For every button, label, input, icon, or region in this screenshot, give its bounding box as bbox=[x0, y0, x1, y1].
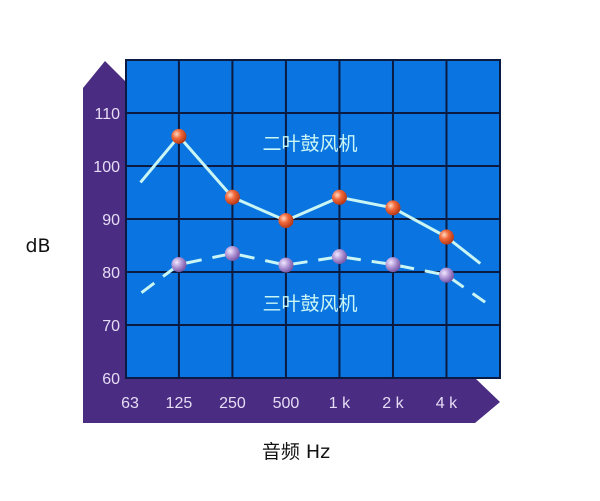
y-tick-label: 70 bbox=[102, 318, 120, 335]
x-tick-label: 125 bbox=[166, 395, 193, 412]
data-point bbox=[438, 229, 454, 245]
data-point bbox=[171, 257, 187, 273]
y-tick-label: 110 bbox=[94, 106, 120, 123]
x-tick-label: 1 k bbox=[329, 395, 351, 412]
y-axis-arrow-band bbox=[83, 61, 126, 423]
x-tick-label: 4 k bbox=[436, 395, 458, 412]
y-axis-label: dB bbox=[25, 235, 50, 257]
data-point bbox=[171, 128, 187, 144]
y-tick-label: 80 bbox=[102, 265, 120, 282]
y-tick-label: 60 bbox=[102, 371, 120, 388]
series-line-1 bbox=[139, 134, 482, 265]
x-axis-arrow-band bbox=[83, 378, 500, 423]
x-tick-label: 250 bbox=[219, 395, 246, 412]
x-tick-labels: 63 125 250 500 1 k 2 k 4 k bbox=[121, 395, 458, 412]
y-tick-labels: 60 70 80 90 100 110 bbox=[93, 106, 120, 388]
data-point bbox=[385, 257, 401, 273]
data-point bbox=[278, 213, 294, 229]
y-tick-label: 90 bbox=[102, 212, 120, 229]
data-point bbox=[331, 189, 347, 205]
series-label-two-lobe: 二叶鼓风机 bbox=[262, 133, 357, 155]
data-point bbox=[438, 267, 454, 283]
data-point bbox=[385, 200, 401, 216]
data-point bbox=[331, 249, 347, 265]
series-label-three-lobe: 三叶鼓风机 bbox=[262, 293, 357, 315]
x-axis-label: 音频 Hz bbox=[262, 441, 330, 463]
x-tick-label: 63 bbox=[121, 395, 139, 412]
series-line-2 bbox=[140, 251, 486, 304]
series-markers bbox=[171, 128, 454, 283]
data-point bbox=[224, 245, 240, 261]
x-tick-label: 500 bbox=[273, 395, 300, 412]
data-point bbox=[224, 189, 240, 205]
y-tick-label: 100 bbox=[93, 159, 120, 176]
series-lines bbox=[139, 134, 486, 304]
data-point bbox=[278, 257, 294, 273]
x-tick-label: 2 k bbox=[382, 395, 404, 412]
